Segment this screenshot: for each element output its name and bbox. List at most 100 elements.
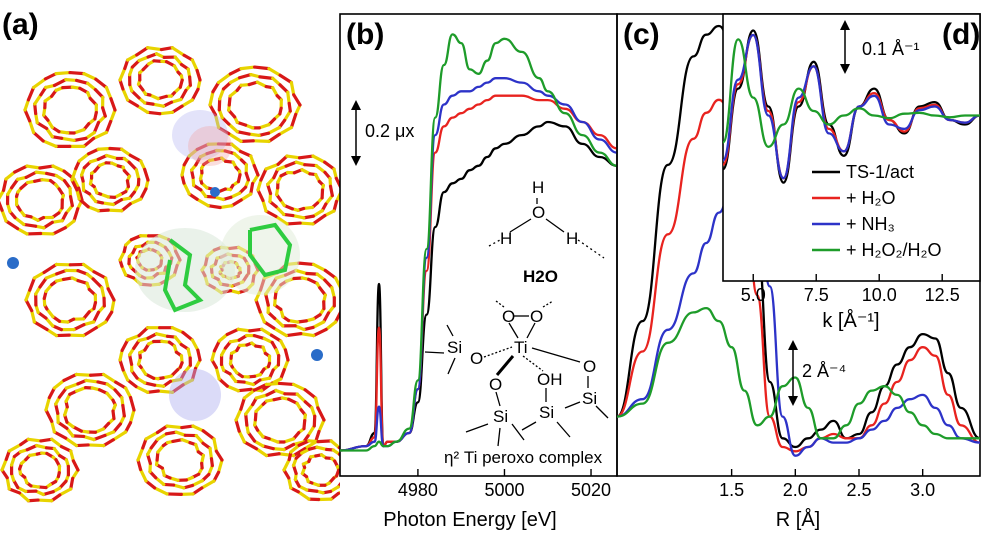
- framework-bond: [35, 443, 49, 450]
- framework-bond: [249, 181, 255, 196]
- framework-bond: [234, 418, 241, 433]
- framework-bond: [306, 424, 316, 438]
- framework-bond: [130, 89, 141, 100]
- oh-bottom: OH: [537, 370, 563, 389]
- framework-bond: [258, 310, 267, 324]
- water-h-right: H: [566, 229, 578, 248]
- framework-bond: [339, 310, 340, 311]
- framework-bond: [118, 358, 125, 372]
- x-tick-label-d-1: 7.5: [804, 285, 829, 305]
- framework-bond: [211, 80, 221, 94]
- framework-bond: [71, 468, 80, 480]
- framework-bond: [56, 420, 69, 430]
- framework-bond: [276, 154, 289, 166]
- framework-bond: [205, 148, 219, 156]
- framework-bond: [296, 490, 311, 501]
- framework-bond: [297, 261, 316, 267]
- framework-bond: [4, 219, 20, 231]
- peroxo-o-left: O: [502, 307, 515, 326]
- framework-bond: [255, 80, 268, 89]
- legend: TS-1/act + H₂O + NH₃ + H₂O₂/H₂O: [812, 162, 941, 260]
- framework-bond: [191, 424, 205, 433]
- framework-bond: [273, 316, 285, 328]
- framework-bond: [328, 184, 334, 198]
- framework-bond: [302, 214, 315, 220]
- framework-bond: [30, 309, 37, 324]
- framework-bond: [43, 72, 58, 81]
- framework-bond: [303, 388, 318, 400]
- framework-bond: [93, 88, 105, 99]
- framework-bond: [336, 490, 340, 496]
- framework-bond: [72, 128, 86, 135]
- framework-bond: [322, 311, 331, 324]
- framework-bond: [277, 125, 294, 136]
- framework-bond: [179, 88, 188, 102]
- framework-bond: [236, 173, 242, 184]
- framework-bond: [56, 471, 61, 479]
- framework-bond: [59, 444, 73, 453]
- framework-bond: [244, 402, 255, 416]
- framework-bond: [70, 178, 79, 192]
- framework-bond: [128, 408, 136, 425]
- ti-atom-top: [210, 187, 220, 197]
- framework-bond: [218, 87, 226, 101]
- framework-bond: [135, 104, 150, 114]
- framework-bond: [298, 221, 315, 226]
- framework-bond: [278, 83, 290, 94]
- framework-bond: [251, 139, 271, 143]
- zeolite-framework-image: [0, 46, 340, 503]
- framework-bond: [195, 197, 210, 208]
- framework-bond: [71, 459, 80, 472]
- framework-bond: [33, 102, 38, 116]
- framework-bond: [284, 160, 298, 168]
- framework-bond: [285, 154, 302, 160]
- water-h-left: H: [500, 229, 512, 248]
- framework-bond: [164, 430, 178, 436]
- framework-bond: [24, 298, 34, 313]
- framework-bond: [201, 429, 216, 441]
- framework-bond: [88, 372, 106, 377]
- framework-bond: [82, 434, 96, 442]
- framework-bond: [216, 72, 232, 85]
- framework-bond: [225, 384, 240, 393]
- water-o: O: [532, 203, 545, 222]
- probe-density-top-red: [188, 126, 232, 166]
- framework-bond: [221, 80, 233, 91]
- adsorbed-molecule-overlay: [7, 110, 323, 421]
- framework-bond: [33, 93, 43, 106]
- framework-bond: [323, 268, 338, 280]
- framework-bond: [317, 418, 326, 434]
- framework-bond: [143, 381, 157, 387]
- framework-bond: [45, 327, 59, 338]
- framework-bond: [232, 151, 244, 162]
- framework-bond: [178, 78, 184, 89]
- series-line-d-2: [723, 33, 980, 180]
- framework-bond: [54, 173, 67, 183]
- framework-bond: [64, 382, 80, 390]
- framework-bond: [129, 234, 143, 242]
- framework-bond: [254, 298, 262, 314]
- framework-bond: [262, 320, 276, 330]
- framework-bond: [103, 276, 110, 291]
- panel-c: (c) 1.5 2.0 2.5 3.0 R [Å] 2 Å⁻⁴: [616, 13, 981, 531]
- framework-bond: [22, 222, 38, 228]
- framework-bond: [236, 327, 252, 333]
- framework-bond: [50, 219, 64, 224]
- framework-bond: [194, 433, 205, 445]
- framework-bond: [101, 372, 118, 384]
- framework-bond: [55, 268, 68, 276]
- x-tick-label-d-0: 5.0: [741, 285, 766, 305]
- framework-bond: [287, 476, 293, 490]
- framework-bond: [278, 106, 283, 116]
- framework-bond: [216, 125, 231, 136]
- framework-bond: [254, 393, 269, 400]
- framework-bond: [151, 102, 166, 108]
- framework-bond: [31, 130, 45, 143]
- framework-bond: [289, 80, 296, 97]
- framework-bond: [261, 444, 275, 451]
- framework-bond: [277, 381, 296, 387]
- framework-bond: [195, 68, 202, 82]
- framework-bond: [120, 202, 132, 213]
- framework-bond: [62, 372, 79, 383]
- ti-center: Ti: [514, 338, 528, 357]
